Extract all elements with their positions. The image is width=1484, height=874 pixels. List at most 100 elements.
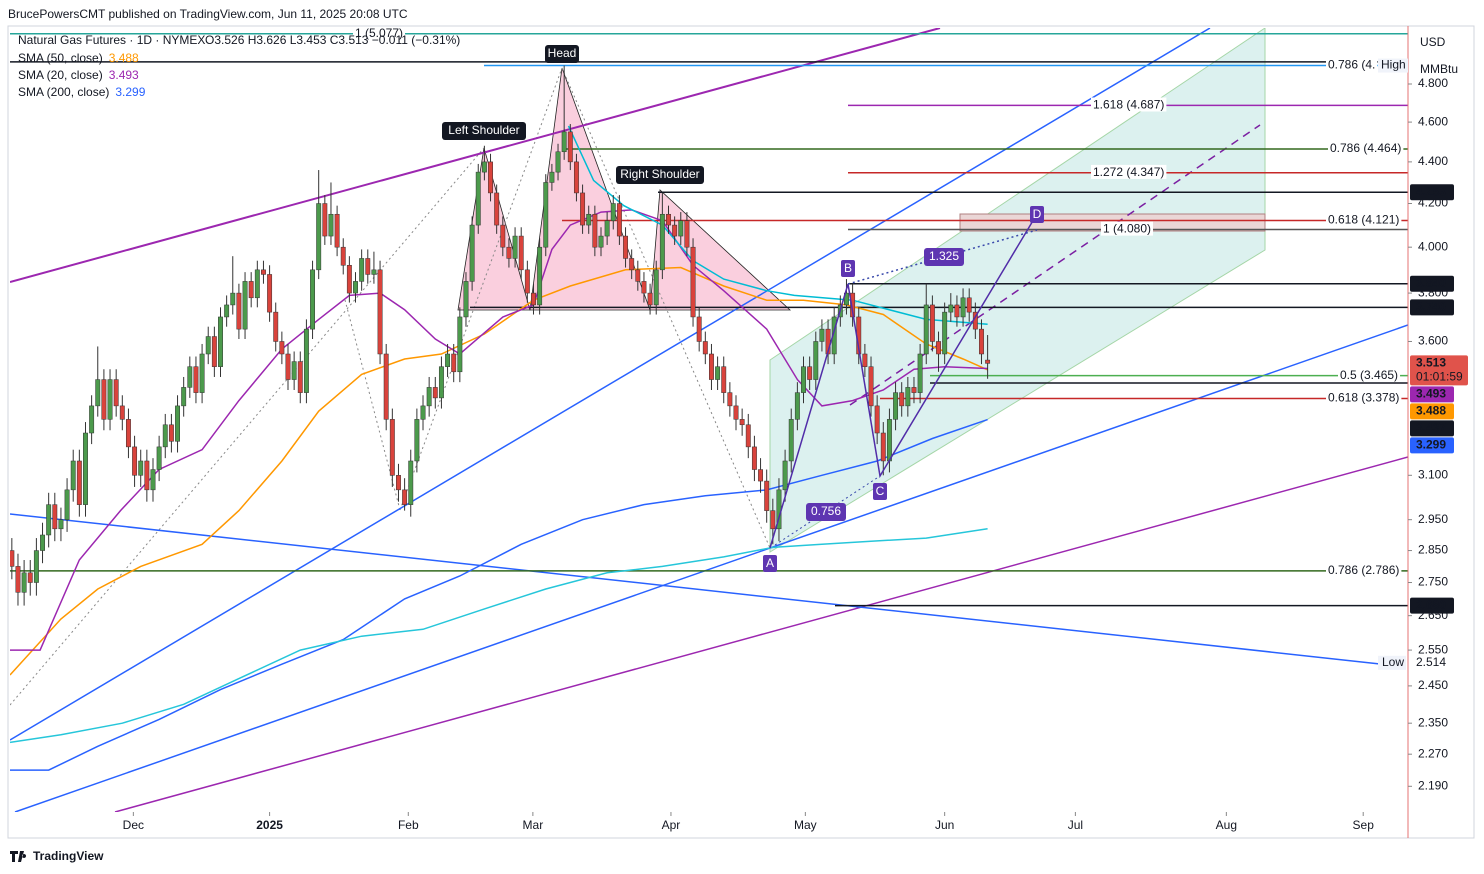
candle-body	[868, 366, 874, 407]
price-badge	[1410, 184, 1454, 201]
candle-body	[205, 336, 211, 355]
candle-body	[76, 460, 82, 505]
price-badge-label: 3.840	[1416, 276, 1446, 290]
ratio-label: 0.756	[811, 504, 841, 518]
candle-body	[451, 353, 457, 373]
label-box	[616, 166, 704, 184]
candle-body	[647, 292, 653, 306]
candle-body	[604, 220, 610, 237]
candle-body	[95, 379, 101, 407]
legend-entry: SMA (200, close) 3.299	[18, 85, 146, 99]
right-shoulder-shape	[649, 189, 792, 311]
candle-body	[346, 265, 352, 294]
legend-value: 3.299	[115, 85, 145, 99]
countdown: 01:01:59	[1416, 370, 1463, 384]
candle-body	[807, 366, 813, 380]
candle-body	[917, 353, 923, 393]
candle-body	[702, 341, 708, 355]
chart-frame	[7, 25, 1475, 839]
levels: 1 (5.077) 0.786 (4. 1.618 (4.687) 0.786 (4.…	[10, 28, 1408, 607]
candle-body	[500, 224, 506, 248]
candle-body	[893, 392, 899, 420]
candle-body	[438, 366, 444, 399]
high-label: High	[1381, 58, 1406, 72]
x-tick-label: Aug	[1216, 818, 1237, 832]
candle-body	[445, 353, 451, 367]
unit: MMBtu	[1420, 62, 1458, 76]
candle-body	[273, 311, 279, 342]
candle-body	[899, 392, 905, 407]
candle-body	[905, 387, 911, 407]
candle-body	[211, 336, 217, 367]
candle-body	[340, 246, 346, 266]
price-badge	[1410, 299, 1454, 316]
candle-body	[187, 366, 193, 388]
dashed-line	[849, 124, 1261, 406]
candle-body	[328, 213, 334, 237]
legend-entry: SMA (20, close) 3.493	[18, 68, 139, 82]
y-tick-label: 2.270	[1418, 746, 1448, 760]
candle-body	[10, 550, 15, 567]
candle-body	[310, 269, 316, 330]
right-shoulder-label: Right Shoulder	[620, 167, 699, 181]
candle-body	[322, 203, 328, 237]
candle-body	[469, 224, 475, 282]
candle-body	[46, 504, 52, 536]
legend-name: SMA (200, close)	[18, 85, 109, 99]
trend-line	[14, 324, 1408, 812]
candle-body	[181, 387, 187, 407]
candle-body	[850, 292, 856, 318]
candle-body	[457, 316, 463, 373]
candle-body	[813, 341, 819, 380]
legend: Natural Gas Futures · 1D · NYMEX O3.526 …	[18, 33, 460, 99]
price-badge	[1410, 386, 1454, 403]
candle-body	[966, 297, 972, 313]
price-badge	[1410, 437, 1454, 454]
trend-line	[10, 28, 941, 283]
y-tick-label: 4.800	[1418, 76, 1448, 90]
legend-entry: SMA (50, close) 3.488	[18, 51, 139, 65]
low-box	[1378, 655, 1406, 670]
candle-body	[512, 235, 518, 259]
head-label: Head	[548, 46, 577, 60]
candle-body	[396, 475, 401, 491]
x-tick-label: Dec	[123, 818, 144, 832]
y-tick-label: 2.550	[1418, 642, 1448, 656]
candle-body	[623, 235, 628, 259]
price-badge-label: 2.680	[1416, 598, 1446, 612]
candle-body	[764, 480, 770, 511]
y-tick-label: 4.000	[1418, 239, 1448, 253]
candle-body	[794, 392, 800, 420]
symbol-title: Natural Gas Futures · 1D · NYMEX	[18, 33, 205, 47]
candle-body	[666, 213, 671, 226]
candle-body	[874, 405, 880, 434]
candle-body	[709, 353, 714, 380]
level-label: 0.786 (4.	[1328, 58, 1375, 72]
candle-body	[40, 534, 45, 551]
candle-body	[291, 361, 297, 380]
candle-body	[942, 311, 948, 355]
level-label: 0.786 (4.464)	[1330, 141, 1401, 155]
legend-name: SMA (20, close)	[18, 68, 103, 82]
candle-body	[64, 489, 70, 520]
candle-body	[573, 161, 579, 194]
x-tick-label: Jul	[1068, 818, 1083, 832]
brand: TradingView	[33, 849, 104, 863]
candle-body	[862, 353, 868, 367]
price-badge-label: 3.299	[1416, 438, 1446, 452]
candle-body	[236, 292, 242, 330]
x-tick-label: Apr	[662, 818, 681, 832]
ma-line	[10, 418, 988, 771]
candle-body	[518, 235, 524, 271]
candle-body	[506, 246, 512, 259]
ohlc-values: O3.526 H3.626 L3.453 C3.513 −0.011 (−0.3…	[205, 33, 460, 47]
candle-body	[549, 171, 555, 183]
candle-body	[261, 269, 266, 275]
level-label: 1.618 (4.687)	[1093, 98, 1164, 112]
y-tick-label: 2.750	[1418, 575, 1448, 589]
candle-body	[138, 460, 144, 476]
candle-body	[635, 269, 641, 282]
point-box	[763, 555, 777, 572]
candle-body	[481, 161, 487, 173]
candle-body	[316, 203, 322, 271]
